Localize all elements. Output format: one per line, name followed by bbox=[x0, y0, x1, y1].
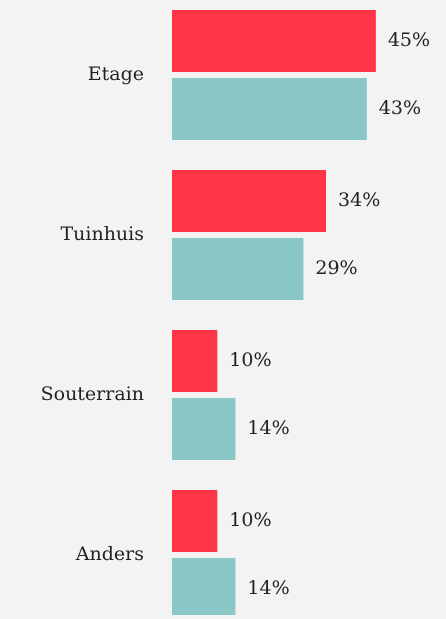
value-label: 29% bbox=[315, 257, 357, 279]
bar bbox=[172, 170, 327, 232]
category-label: Etage bbox=[88, 63, 144, 85]
bar bbox=[172, 558, 236, 619]
value-label: 10% bbox=[229, 349, 271, 371]
value-label: 14% bbox=[247, 577, 289, 599]
bar bbox=[172, 490, 218, 552]
bar bbox=[172, 330, 218, 392]
value-label: 14% bbox=[247, 417, 289, 439]
category-label: Anders bbox=[75, 543, 144, 565]
value-label: 34% bbox=[338, 189, 380, 211]
value-label: 45% bbox=[388, 29, 430, 51]
bar bbox=[172, 398, 236, 460]
value-label: 10% bbox=[229, 509, 271, 531]
category-label: Tuinhuis bbox=[60, 223, 144, 245]
bar bbox=[172, 10, 376, 72]
bar bbox=[172, 78, 367, 140]
value-label: 43% bbox=[379, 97, 421, 119]
category-label: Souterrain bbox=[41, 383, 144, 405]
bar bbox=[172, 238, 304, 300]
